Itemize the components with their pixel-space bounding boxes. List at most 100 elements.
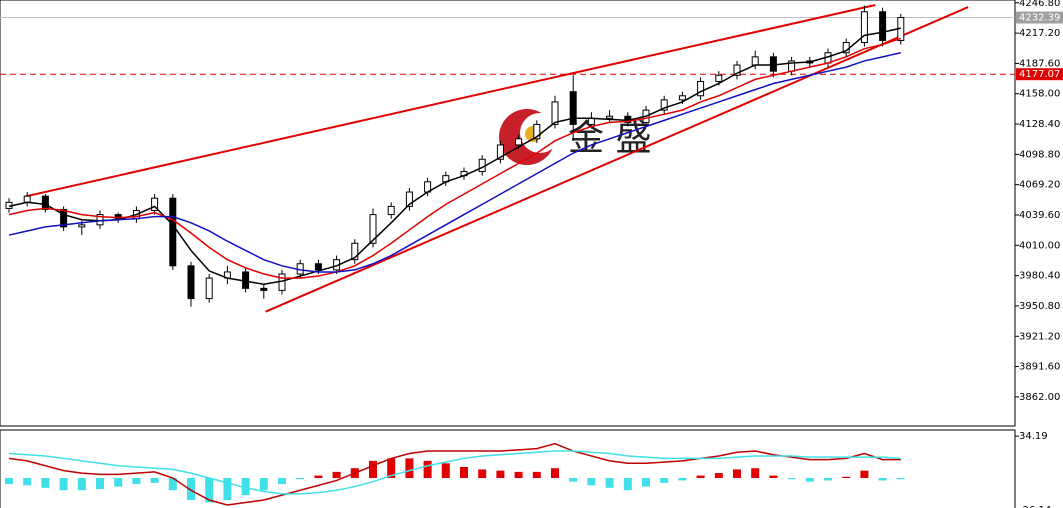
macd-bar	[59, 477, 68, 491]
candle-body	[314, 263, 322, 271]
candle-body	[751, 56, 759, 66]
candle-body	[169, 197, 177, 267]
macd-bar	[678, 477, 687, 481]
macd-panel	[0, 429, 1016, 508]
current-price-label: 4232.39	[1019, 13, 1060, 24]
macd-bar	[478, 469, 487, 478]
y-tick-label: 4039.60	[1019, 210, 1060, 221]
macd-bar	[96, 477, 104, 490]
macd-bar	[532, 471, 541, 478]
macd-bar	[514, 471, 523, 478]
y-tick-label: 3950.80	[1019, 301, 1060, 312]
candle-body	[351, 242, 359, 261]
moving-average	[8, 27, 901, 285]
y-tick-label: 4187.60	[1019, 58, 1060, 69]
candle-body	[23, 195, 31, 203]
macd-bar	[642, 477, 650, 487]
macd-bar	[423, 460, 432, 478]
macd-line	[8, 450, 901, 495]
macd-bar	[714, 473, 723, 478]
moving-average	[8, 52, 901, 273]
candle-body	[879, 11, 887, 41]
macd-bar	[23, 477, 32, 486]
macd-bar	[187, 477, 195, 501]
macd-bar	[369, 460, 377, 478]
y-tick-label: 4217.20	[1019, 28, 1060, 39]
macd-bar	[314, 475, 323, 478]
macd-bar	[241, 477, 250, 496]
moving-average	[8, 37, 902, 279]
candle-body	[660, 99, 668, 111]
y-tick-label: 3980.40	[1019, 271, 1060, 282]
y-tick-label: 3891.60	[1019, 362, 1060, 373]
macd-bar	[278, 477, 286, 485]
macd-bar	[460, 466, 468, 478]
macd-bar	[660, 477, 669, 483]
candle-body	[205, 277, 213, 300]
macd-bar	[387, 458, 396, 478]
macd-bar	[132, 477, 141, 485]
macd-bar	[150, 477, 159, 483]
macd-bar	[751, 468, 760, 478]
candle-body	[496, 144, 504, 160]
macd-bar	[223, 477, 232, 501]
y-tick-label: 3921.20	[1019, 331, 1060, 342]
candle-body	[387, 205, 395, 216]
candle-body	[78, 224, 86, 228]
macd-bar	[296, 477, 305, 480]
macd-bar	[860, 470, 869, 478]
y-tick-label: 34.19	[1019, 431, 1048, 442]
y-tick-label: 4098.80	[1019, 149, 1060, 160]
candle-body	[41, 195, 49, 210]
candle-body	[697, 80, 705, 97]
candle-body	[587, 117, 595, 125]
level-tag	[1016, 68, 1063, 81]
candle-body	[606, 115, 614, 119]
candle-body	[715, 74, 723, 82]
y-tick-label: -26.14	[1019, 505, 1051, 508]
candle-body	[515, 138, 523, 146]
macd-bar	[205, 477, 214, 503]
level-label: 4177.07	[1019, 69, 1060, 80]
y-tick-label: 4010.00	[1019, 240, 1060, 251]
candle-body	[860, 11, 868, 44]
macd-bar	[551, 468, 559, 478]
macd-bar	[5, 477, 13, 485]
macd-bar	[77, 477, 86, 491]
candle-body	[678, 95, 686, 101]
candle-body	[769, 56, 777, 72]
y-tick-label: 4128.40	[1019, 119, 1060, 130]
macd-bar	[441, 463, 450, 478]
macd-line	[8, 442, 901, 506]
candle-body	[533, 123, 541, 140]
candle-body	[260, 287, 268, 291]
macd-bar	[824, 477, 832, 481]
macd-bar	[496, 470, 505, 478]
candle-body	[405, 191, 413, 207]
macd-bar	[623, 477, 632, 491]
candle-body	[369, 214, 377, 244]
y-tick-label: 4069.20	[1019, 180, 1060, 191]
macd-bar	[805, 477, 814, 482]
macd-bar	[696, 475, 705, 478]
candle-body	[60, 208, 68, 228]
y-tick-label: 4246.80	[1019, 0, 1060, 9]
candle-body	[151, 197, 159, 211]
macd-bar	[733, 469, 741, 478]
candle-body	[96, 214, 104, 226]
macd-bar	[569, 477, 578, 482]
candle-body	[569, 91, 577, 125]
macd-bar	[842, 476, 851, 478]
macd-bar	[896, 477, 905, 480]
macd-bar	[41, 477, 50, 488]
candle-body	[551, 101, 559, 125]
trendline	[25, 4, 876, 198]
trendline	[265, 6, 969, 313]
macd-bar	[605, 477, 614, 488]
macd-bar	[114, 477, 123, 487]
candle-body	[478, 158, 486, 173]
macd-bar	[769, 475, 778, 478]
current-price-tag	[1016, 11, 1063, 24]
price-panel	[0, 0, 1016, 427]
